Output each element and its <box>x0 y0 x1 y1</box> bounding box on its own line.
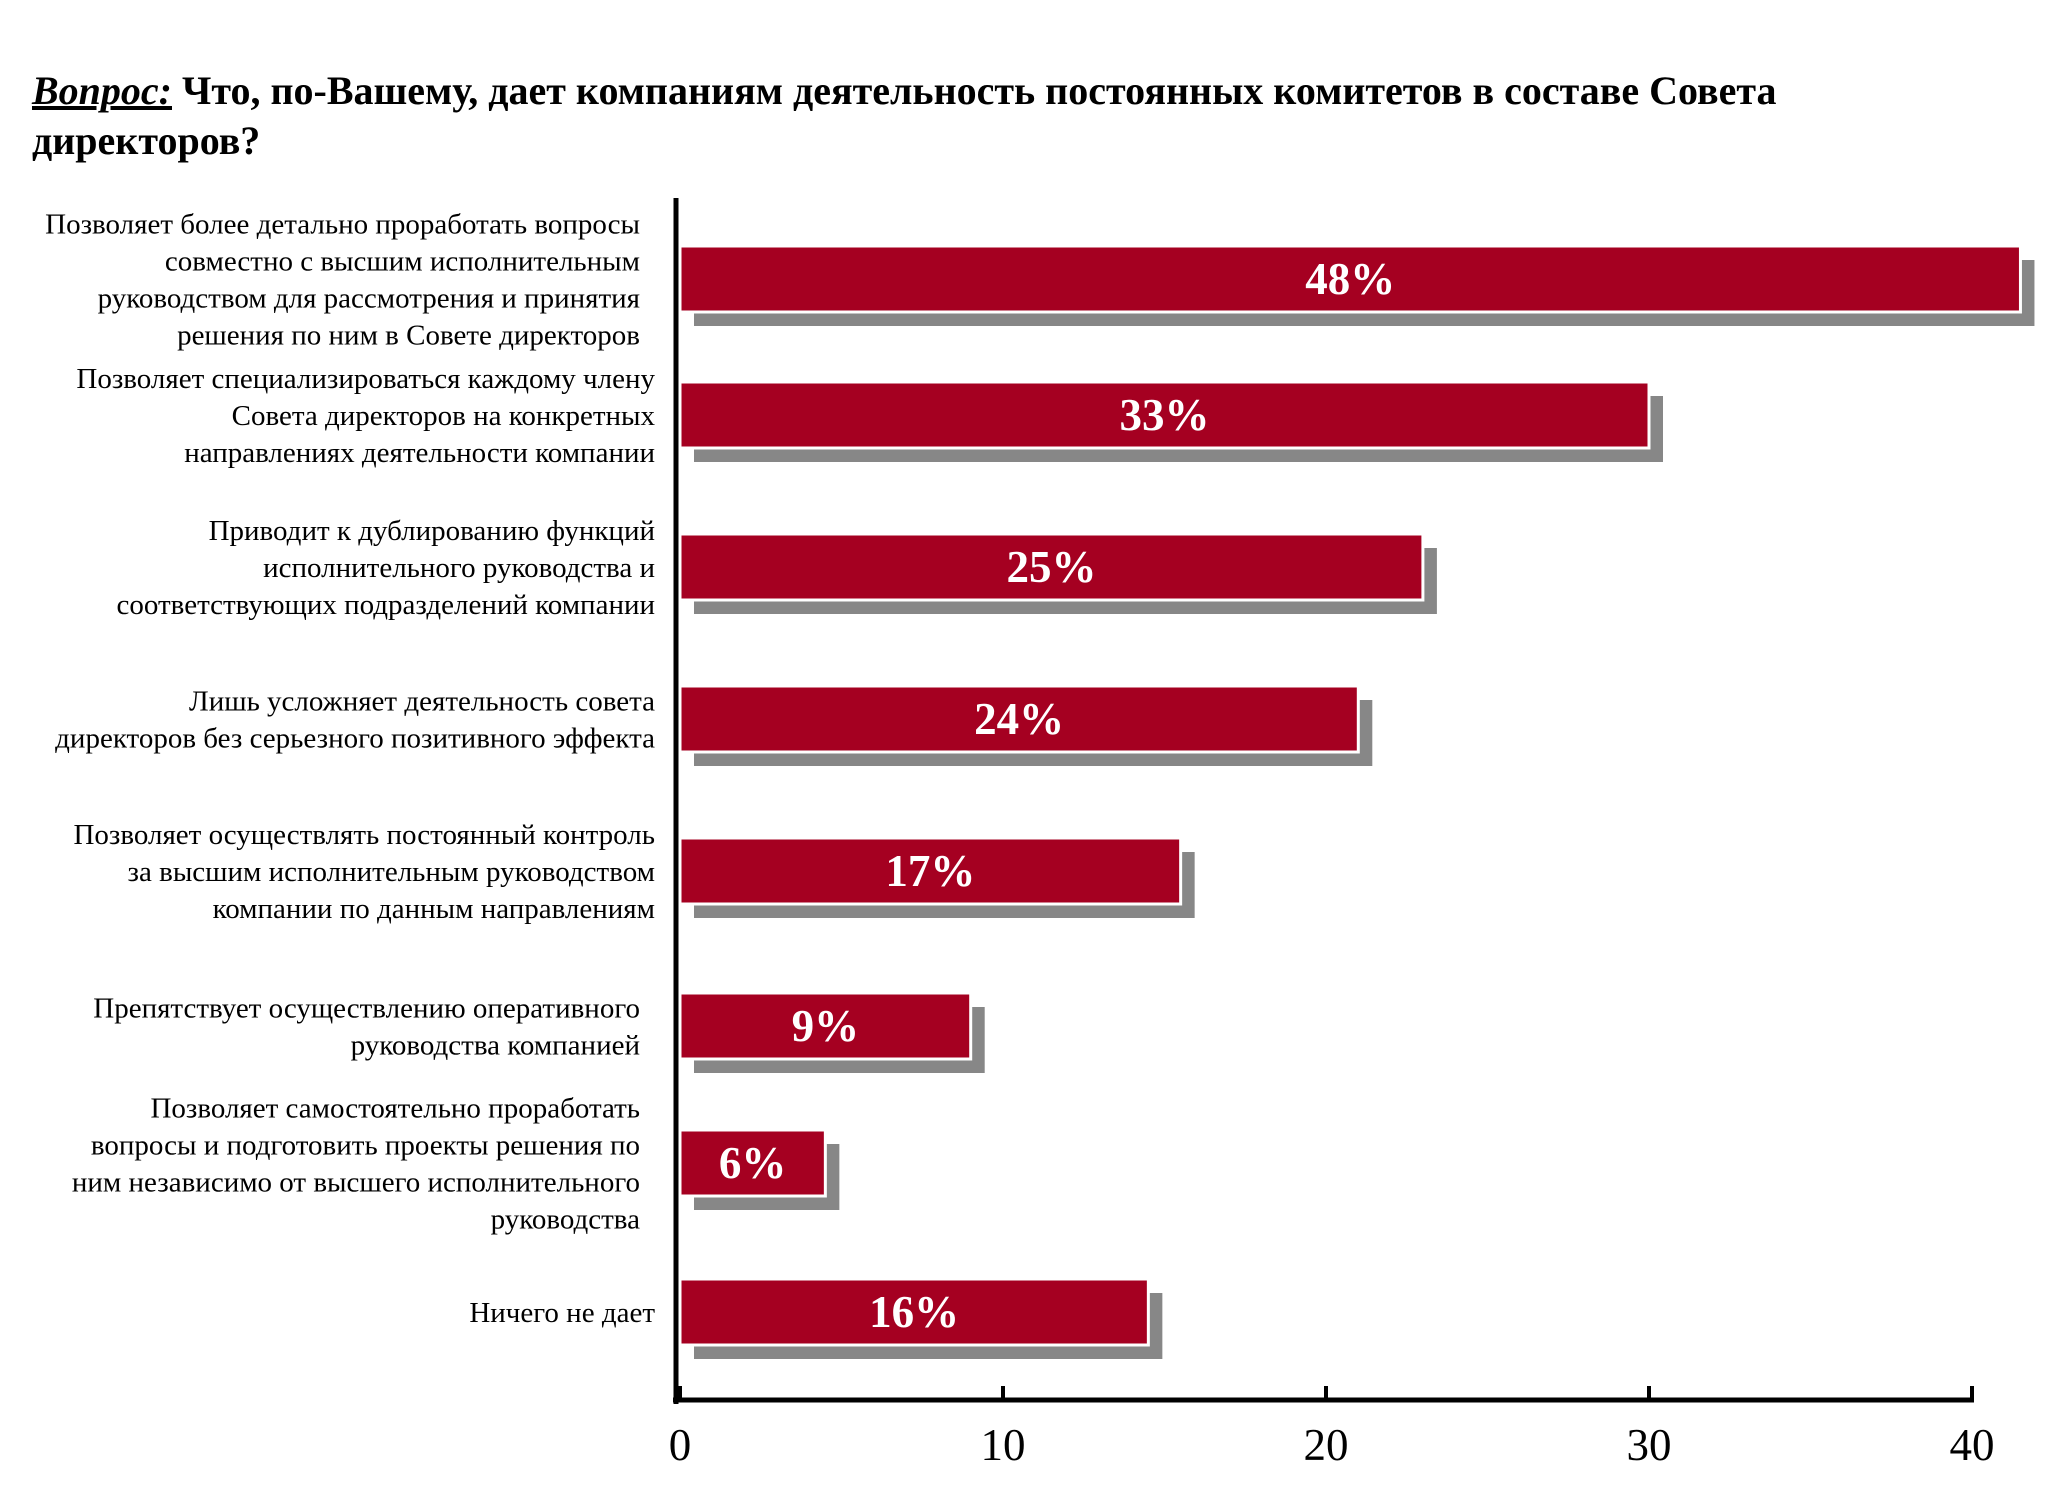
bar <box>678 1128 827 1198</box>
bar-value-label: 9% <box>792 1001 860 1051</box>
bar-value-label: 17% <box>885 846 975 896</box>
x-tick-label: 40 <box>1950 1420 1995 1470</box>
category-label: Позволяет самостоятельно проработать вопр… <box>72 1093 640 1236</box>
bar-value-label: 16% <box>869 1287 959 1337</box>
chart-title: Вопрос: Что, по-Вашему, дает компаниям д… <box>32 66 1932 166</box>
bar <box>678 684 1360 754</box>
bar <box>678 532 1425 602</box>
category-label: Лишь усложняет деятельность совета директ… <box>55 686 655 755</box>
bar <box>678 244 2022 314</box>
x-tick-label: 0 <box>669 1420 692 1470</box>
bar-value-label: 24% <box>974 694 1064 744</box>
category-label: Приводит к дублированию функций исполните… <box>117 515 655 621</box>
category-label: Ничего не дает <box>469 1297 655 1329</box>
x-tick-label: 30 <box>1627 1420 1672 1470</box>
bar <box>678 836 1183 906</box>
x-tick-label: 20 <box>1304 1420 1349 1470</box>
bar-value-label: 33% <box>1120 390 1210 440</box>
bar-value-label: 48% <box>1305 254 1395 304</box>
category-label: Позволяет более детально проработать воп… <box>45 209 640 352</box>
category-label: Позволяет специализироваться каждому чле… <box>76 363 655 469</box>
x-tick-label: 10 <box>981 1420 1026 1470</box>
bar <box>678 1277 1150 1347</box>
question-prefix: Вопрос: <box>32 68 172 113</box>
category-label: Позволяет осуществлять постоянный контро… <box>73 819 655 925</box>
bar <box>678 991 973 1061</box>
bar <box>678 380 1651 450</box>
bar-value-label: 6% <box>719 1138 787 1188</box>
question-text: Что, по-Вашему, дает компаниям деятельно… <box>32 68 1777 163</box>
bar-value-label: 25% <box>1006 542 1096 592</box>
category-label: Препятствует осуществлению оперативного р… <box>93 993 640 1062</box>
